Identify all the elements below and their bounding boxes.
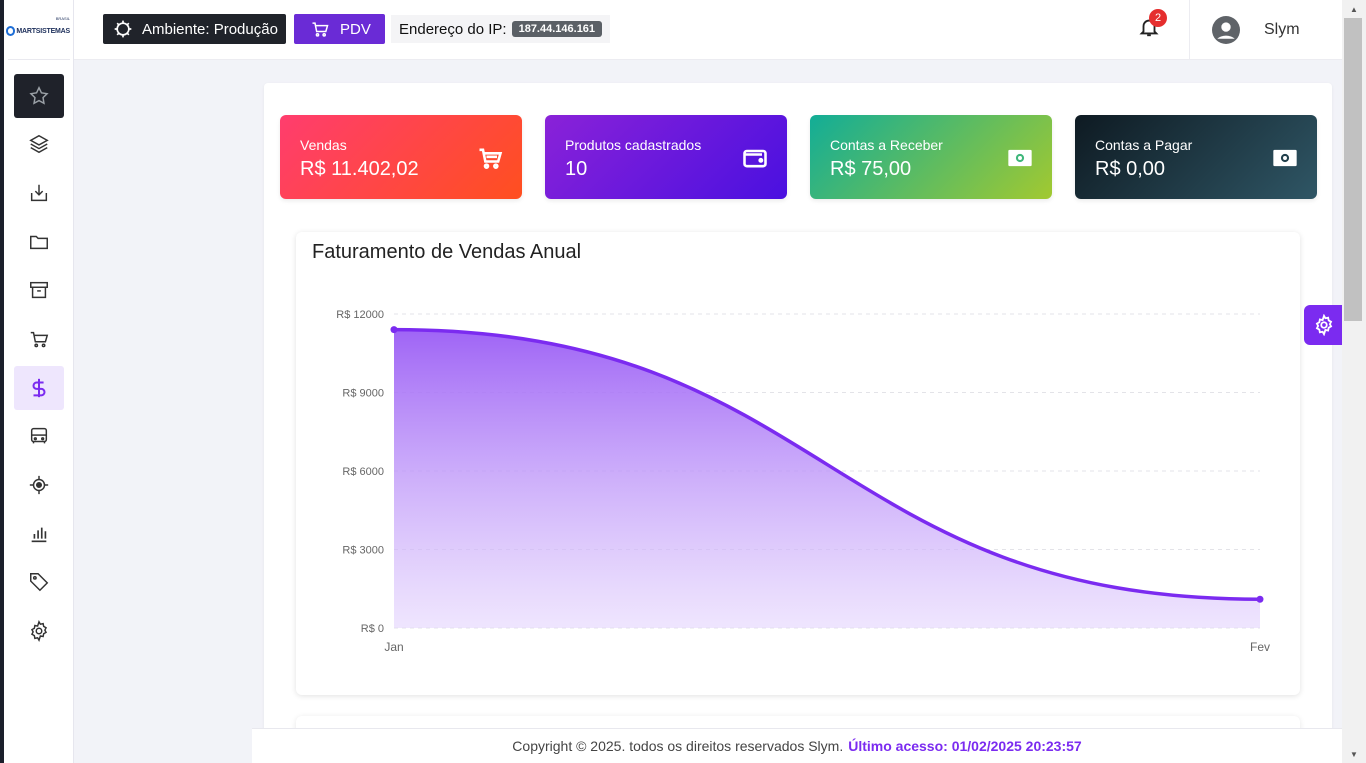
- layers-icon: [29, 134, 49, 154]
- sidebar-item-layers[interactable]: [14, 122, 64, 166]
- sidebar-item-archive[interactable]: [14, 268, 64, 312]
- data-point: [390, 326, 398, 334]
- scroll-up-arrow-icon[interactable]: ▲: [1350, 4, 1358, 14]
- gear-icon: [1315, 314, 1333, 336]
- page-scrollbar[interactable]: ▲ ▼: [1342, 0, 1366, 763]
- stat-card-products[interactable]: Produtos cadastrados 10: [545, 115, 787, 199]
- y-tick-label: R$ 0: [361, 623, 384, 635]
- series-line: [393, 327, 1261, 601]
- stat-value: R$ 11.402,02: [300, 158, 419, 180]
- sidebar-item-finance[interactable]: [14, 366, 64, 410]
- x-tick-label: Jan: [384, 640, 403, 654]
- dollar-icon: [32, 378, 46, 398]
- scroll-thumb[interactable]: [1344, 18, 1362, 321]
- logo-mark-icon: [6, 26, 16, 36]
- environment-button[interactable]: Ambiente: Produção: [103, 14, 286, 44]
- scroll-down-arrow-icon[interactable]: ▼: [1350, 749, 1358, 759]
- logo[interactable]: MARTSISTEMAS BRASIL: [6, 16, 70, 40]
- archive-box-icon: [30, 281, 48, 299]
- pdv-label: PDV: [340, 20, 371, 38]
- stat-label: Produtos cadastrados: [565, 137, 702, 153]
- topbar-divider: [1189, 0, 1190, 60]
- folder-icon: [30, 235, 48, 250]
- footer-last-access: Último acesso: 01/02/2025 20:23:57: [848, 738, 1082, 754]
- bus-icon: [30, 427, 48, 444]
- pdv-button[interactable]: PDV: [294, 14, 385, 44]
- y-tick-label: R$ 3000: [342, 545, 384, 557]
- stat-label: Vendas: [300, 137, 347, 153]
- user-avatar-icon: [1212, 16, 1240, 44]
- logo-text: MARTSISTEMAS: [16, 27, 70, 35]
- tag-icon: [30, 573, 49, 592]
- y-tick-label: R$ 9000: [342, 388, 384, 400]
- stat-value: 10: [565, 158, 588, 180]
- sidebar-item-settings[interactable]: [14, 609, 64, 653]
- stat-value: R$ 75,00: [830, 158, 912, 180]
- wallet-icon: [743, 149, 767, 168]
- sidebar-item-sales[interactable]: [14, 317, 64, 361]
- cart-icon: [30, 331, 49, 348]
- ip-value-badge: 187.44.146.161: [511, 21, 603, 37]
- gear-outline-icon: [114, 20, 132, 38]
- y-tick-label: R$ 12000: [336, 309, 384, 321]
- sales-chart-card: Faturamento de Vendas Anual R$ 0 R$ 3000 R…: [296, 232, 1300, 695]
- series-area: [394, 329, 1260, 628]
- target-icon: [29, 475, 49, 495]
- environment-label: Ambiente: Produção: [142, 20, 278, 38]
- download-tray-icon: [30, 184, 48, 202]
- bar-chart-icon: [31, 527, 47, 543]
- sidebar-item-favorites[interactable]: [14, 74, 64, 118]
- sidebar-item-reports[interactable]: [14, 512, 64, 556]
- user-menu[interactable]: Slym: [1212, 15, 1300, 45]
- stat-card-receivable[interactable]: Contas a Receber R$ 75,00: [810, 115, 1052, 199]
- notifications-button[interactable]: 2: [1138, 9, 1167, 42]
- stat-label: Contas a Receber: [830, 137, 943, 153]
- ip-label: Endereço do IP:: [399, 20, 507, 38]
- cart-icon: [479, 148, 503, 169]
- sidebar-item-tags[interactable]: [14, 560, 64, 604]
- logo-sup: BRASIL: [55, 16, 70, 21]
- stat-value: R$ 0,00: [1095, 158, 1166, 180]
- cash-icon: [1008, 149, 1032, 167]
- stat-card-payable[interactable]: Contas a Pagar R$ 0,00: [1075, 115, 1317, 199]
- star-icon: [29, 86, 49, 105]
- footer-copyright: Copyright © 2025. todos os direitos rese…: [512, 738, 844, 754]
- sales-area-chart: R$ 0 R$ 3000 R$ 6000 R$ 9000 R$ 12000 Jan Fev: [336, 309, 1270, 654]
- chart-title: Faturamento de Vendas Anual: [312, 241, 582, 263]
- sidebar-item-files[interactable]: [14, 220, 64, 264]
- sidebar: MARTSISTEMAS BRASIL: [0, 0, 74, 763]
- gear-icon: [30, 620, 48, 642]
- stat-card-sales[interactable]: Vendas R$ 11.402,02: [280, 115, 522, 199]
- user-name: Slym: [1264, 21, 1300, 38]
- cart-icon: [312, 22, 329, 37]
- x-tick-label: Fev: [1250, 640, 1270, 654]
- sidebar-item-import[interactable]: [14, 171, 64, 215]
- sidebar-divider: [8, 59, 70, 60]
- ip-address: Endereço do IP: 187.44.146.161: [391, 15, 611, 43]
- notifications-badge: 2: [1149, 9, 1167, 27]
- data-point: [1256, 595, 1264, 603]
- footer: Copyright © 2025. todos os direitos rese…: [252, 728, 1342, 763]
- cash-icon: [1273, 149, 1297, 167]
- sidebar-item-location[interactable]: [14, 463, 64, 507]
- theme-settings-button[interactable]: [1304, 305, 1344, 345]
- topbar: Ambiente: Produção PDV Endereço do IP: 1…: [74, 0, 1342, 60]
- sidebar-item-transport[interactable]: [14, 414, 64, 458]
- stat-label: Contas a Pagar: [1095, 137, 1193, 153]
- y-tick-label: R$ 6000: [342, 466, 384, 478]
